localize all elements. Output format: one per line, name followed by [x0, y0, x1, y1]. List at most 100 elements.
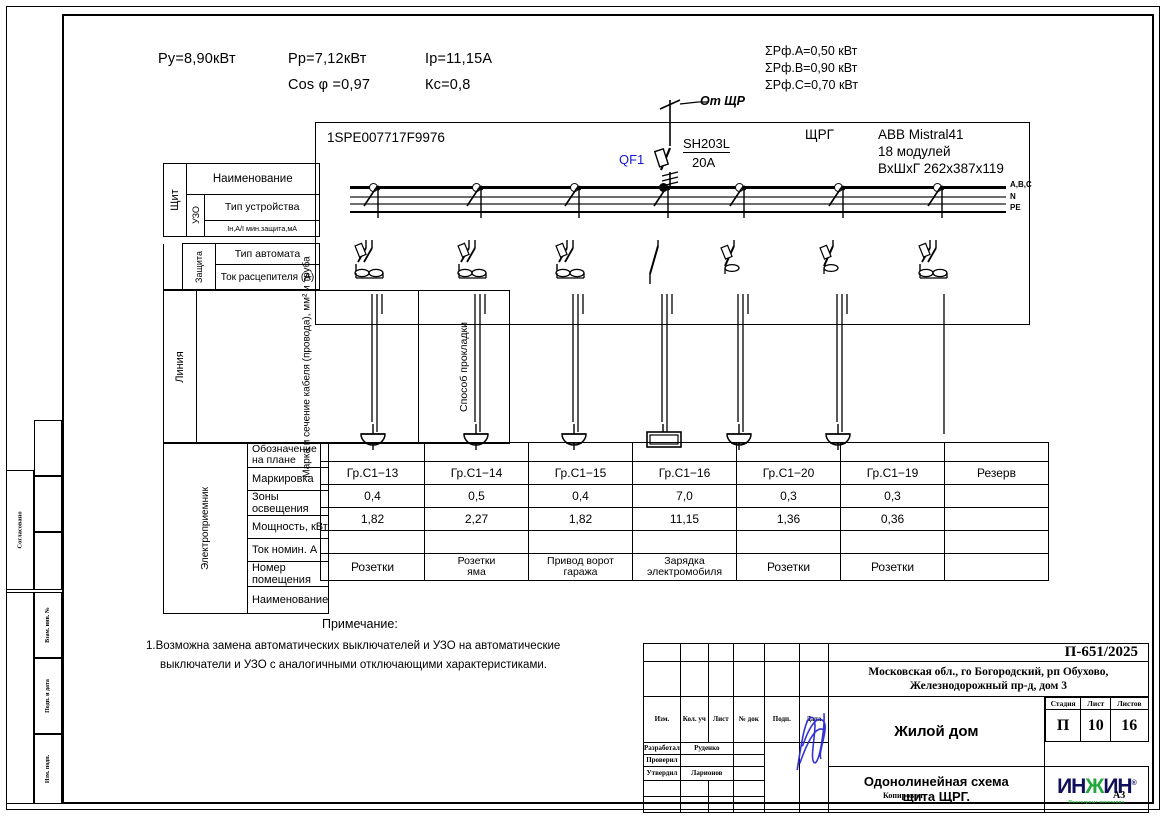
kc-value: Кс=0,8: [425, 77, 471, 93]
drawing-name-2: щита ЩРГ.: [902, 789, 971, 804]
cell-row-power-2: 0,5: [424, 484, 529, 508]
cell-row-current-1: 1,82: [320, 507, 425, 531]
legend-row-4: Номер помещения: [246, 561, 330, 587]
busbar-neutral: [350, 196, 1006, 199]
logo-part-2: Ж: [1085, 774, 1104, 798]
row-oboznachenie: [320, 442, 1049, 462]
role-1-name: [679, 753, 734, 767]
cable-run-6: [836, 294, 848, 432]
cell-row-current-6: 0,36: [840, 507, 945, 531]
cell-row-power-3: 0,4: [528, 484, 633, 508]
legend-row-5: Наименование: [246, 586, 330, 614]
cable-run-4: [661, 294, 673, 432]
py-value: Ру=8,90кВт: [158, 51, 236, 67]
copied-label: Копировал: [883, 791, 923, 800]
board-modules: 18 модулей: [878, 144, 951, 159]
address-line-2: Железнодорожный пр-д, дом 3: [909, 680, 1068, 692]
margin-box-b: [34, 476, 62, 532]
company-logo: ИНЖИН®: [1057, 774, 1137, 798]
tb-col-izm: Изм.: [643, 696, 681, 743]
board-dimensions: ВхШхГ 262x387x119: [878, 161, 1004, 176]
margin-soglasovano-label: Согласовано: [16, 511, 24, 549]
role-2-name: Ларионов: [679, 765, 734, 781]
role-2: Утвердил: [643, 765, 681, 781]
cell-row-name-6: Розетки: [840, 553, 945, 581]
row-marking: Гр.С1−13 Гр.С1−14 Гр.С1−15 Гр.С1−16 Гр.С1−20…: [320, 461, 1049, 485]
legend-tip-ustroystva: Тип устройства: [204, 194, 320, 221]
note-line-2: выключатели и УЗО с аналогичными отключа…: [160, 659, 547, 671]
sheet-label: Лист: [1080, 697, 1112, 710]
cell-row-room-1: [320, 530, 425, 554]
bus-tap-3: [564, 185, 582, 218]
busbar-pe: [350, 203, 1006, 206]
protective-device-symbol-2: [457, 240, 487, 279]
bus-tap-4: [653, 185, 671, 218]
cell-row-power-5: 0,3: [736, 484, 841, 508]
cell-row-current-2: 2,27: [424, 507, 529, 531]
cable-run-3: [572, 294, 584, 432]
board-tag: ЩРГ: [805, 127, 834, 142]
circuit-data-table: Гр.С1−13 Гр.С1−14 Гр.С1−15 Гр.С1−16 Гр.С1−20…: [320, 442, 1049, 581]
row-name: Розетки Розетки яма Привод ворот гаража Заряд…: [320, 553, 1049, 581]
title-block: П-651/2025 Московская обл., го Богородск…: [643, 643, 1150, 813]
cell-row-power-6: 0,3: [840, 484, 945, 508]
main-breaker-symbol: [653, 136, 679, 187]
cell-row-room-3: [528, 530, 633, 554]
cell-row-current-7: [944, 507, 1049, 531]
legend-sposob: Способ прокладки: [457, 322, 470, 412]
protective-device-symbol-6: [819, 240, 839, 274]
drawing-name-1: Одонолинейная схема: [863, 774, 1009, 789]
qf1-tag: QF1: [619, 152, 645, 167]
row-room: [320, 530, 1049, 554]
cell-row-name-2: Розетки яма: [424, 553, 529, 581]
sum-phase-c: ΣРф.С=0,70 кВт: [765, 78, 859, 92]
bus-tap-6: [828, 185, 846, 218]
cell-row-oboznachenie-3: [528, 442, 633, 462]
sheet-value: 10: [1080, 709, 1112, 742]
protective-device-symbol-3: [555, 240, 585, 279]
legend-liniya: Линия: [173, 351, 186, 383]
cell-row-oboznachenie-7: [944, 442, 1049, 462]
cell-row-current-3: 1,82: [528, 507, 633, 531]
qf1-device-type: SH203L: [683, 136, 730, 153]
cell-row-name-1: Розетки: [320, 553, 425, 581]
cell-row-room-2: [424, 530, 529, 554]
logo-part-3: ИН: [1103, 774, 1132, 798]
sum-phase-b: ΣРф.В=0,90 кВт: [765, 61, 858, 75]
cell-row-marking-7: Резерв: [944, 461, 1049, 485]
note-title: Примечание:: [322, 617, 398, 631]
cell-row-marking-2: Гр.С1−14: [424, 461, 529, 485]
cell-row-marking-3: Гр.С1−15: [528, 461, 633, 485]
role-1: Проверил: [643, 753, 681, 767]
tb-col-podp: Подп.: [763, 696, 800, 743]
cell-row-marking-6: Гр.С1−19: [840, 461, 945, 485]
cell-row-oboznachenie-1: [320, 442, 425, 462]
cell-row-oboznachenie-5: [736, 442, 841, 462]
cell-row-power-1: 0,4: [320, 484, 425, 508]
panel-part-number: 1SPE007717F9976: [327, 130, 445, 145]
legend-table-line: Линия Марка и сечение кабеля (провода), …: [163, 256, 510, 478]
tb-col-list: Лист: [707, 696, 734, 743]
cos-value: Cos φ =0,97: [288, 77, 371, 93]
signature-scribble: [796, 713, 826, 771]
row-current: 1,82 2,27 1,82 11,15 1,36 0,36: [320, 507, 1049, 531]
margin-box-a: [34, 420, 62, 476]
protective-device-symbol-1: [354, 240, 384, 279]
cell-row-name-4: Зарядка электромобиля: [632, 553, 737, 581]
protective-device-symbol-4: [649, 240, 659, 284]
legend-table-protection: Защита Тип автомата Ток расцепителя (А): [163, 243, 321, 290]
cable-run-7: [943, 294, 945, 434]
bus-tap-7: [927, 185, 945, 218]
stage-value: П: [1044, 709, 1082, 742]
cell-row-marking-1: Гр.С1−13: [320, 461, 425, 485]
tb-col-kol: Кол. уч: [679, 696, 709, 743]
legend-uzo-params: Iн,А/I мин.защита,мА: [204, 219, 320, 237]
cell-row-current-5: 1,36: [736, 507, 841, 531]
cell-row-room-4: [632, 530, 737, 554]
cell-row-marking-5: Гр.С1−20: [736, 461, 841, 485]
cell-row-room-5: [736, 530, 841, 554]
cell-row-name-7: [944, 553, 1049, 581]
project-code: П-651/2025: [827, 643, 1150, 662]
margin-vzam: Взам. инв. №: [34, 592, 62, 658]
